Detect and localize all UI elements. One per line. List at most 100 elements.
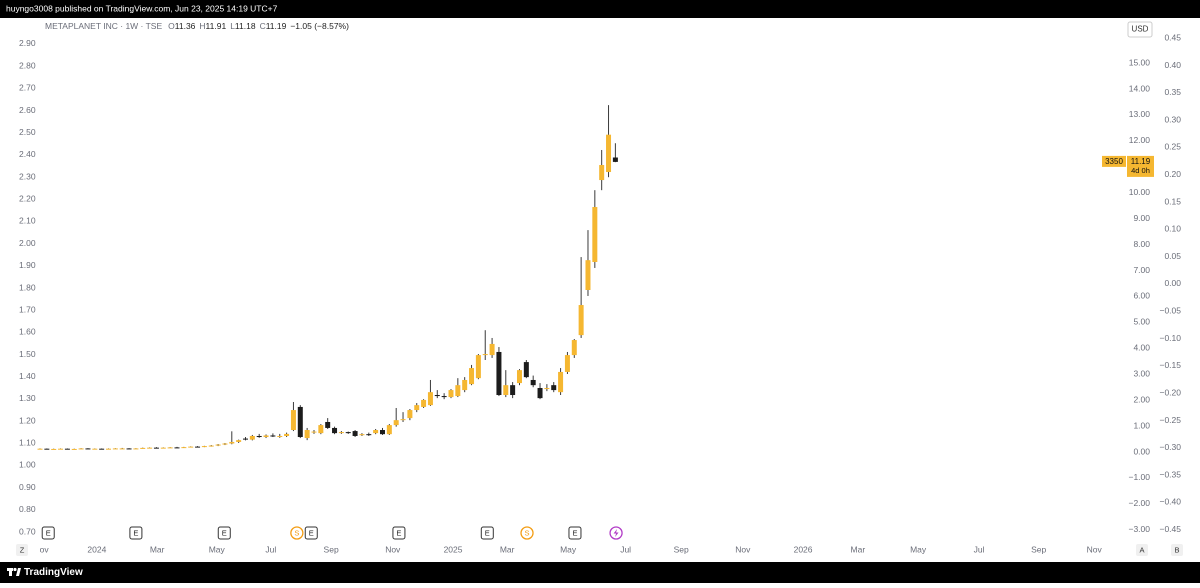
candle-body (78, 448, 84, 450)
event-marker (520, 526, 534, 540)
y3-tick-label: −0.35 (1159, 469, 1181, 479)
candle-body (105, 448, 111, 450)
event-marker (129, 526, 143, 540)
event-marker (480, 526, 494, 540)
candle-body (242, 438, 248, 440)
y2-tick-label: 1.20 (19, 415, 36, 425)
candle-body (338, 432, 344, 434)
currency[interactable]: USD (1132, 25, 1149, 34)
legend-ohlc-label: O (168, 21, 175, 31)
candle-body (441, 396, 447, 398)
candle-body (489, 343, 495, 356)
candle-body (297, 406, 303, 438)
y-tick-label: 14.00 (1129, 83, 1151, 93)
currency-box[interactable] (1127, 21, 1153, 38)
candle-body (592, 207, 598, 262)
candle-body (290, 410, 296, 431)
candle-body (482, 354, 488, 356)
y2-tick-label: 2.00 (19, 238, 36, 248)
candle-body (64, 448, 70, 450)
x-tick-label: Mar (150, 544, 165, 554)
candle-body (71, 448, 77, 450)
candle-body (256, 435, 262, 438)
candle-body (188, 446, 194, 448)
event-marker (217, 526, 231, 540)
candle-body (352, 431, 358, 436)
axis-button-label[interactable]: A (1139, 545, 1144, 554)
axis-button-label[interactable]: Z (20, 545, 25, 554)
y3-tick-label: 0.45 (1164, 32, 1181, 42)
y2-tick-label: 2.70 (19, 83, 36, 93)
candle-body (153, 447, 159, 449)
candle-body (585, 260, 591, 290)
candle-body (58, 448, 64, 450)
y3-tick-label: −0.25 (1159, 415, 1181, 425)
axis-button[interactable] (1136, 544, 1148, 556)
y3-tick-label: −0.45 (1159, 524, 1181, 534)
x-tick-label: Jul (620, 544, 631, 554)
legend-name: METAPLANET INC · 1W · TSE (45, 21, 162, 31)
y2-tick-label: 2.20 (19, 194, 36, 204)
candle-body (181, 447, 187, 449)
axis-button[interactable] (1171, 544, 1183, 556)
y3-tick-label: −0.05 (1159, 306, 1181, 316)
y-tick-label: 15.00 (1129, 57, 1151, 67)
header-text: huyngo3008 published on TradingView.com,… (6, 3, 278, 13)
candle-body (37, 448, 43, 450)
candle-body (133, 448, 139, 450)
candle-body (475, 355, 481, 379)
event-marker (568, 526, 582, 540)
y3-tick-label: 0.30 (1164, 114, 1181, 124)
candle-body (311, 431, 317, 433)
y2-tick-label: 0.80 (19, 504, 36, 514)
y2-tick-label: 2.60 (19, 105, 36, 115)
y-tick-label: 1.00 (1133, 420, 1150, 430)
y2-tick-label: 1.10 (19, 438, 36, 448)
x-tick-label: Jul (974, 544, 985, 554)
legend: METAPLANET INC · 1W · TSE O11.36 H11.91 L11… (45, 21, 349, 31)
price-tag-box (1127, 155, 1154, 177)
event-label: S (294, 528, 299, 537)
candle-body (92, 448, 98, 450)
axis-button-label[interactable]: B (1174, 545, 1179, 554)
price-tag-countdown: 4d 0h (1131, 166, 1150, 175)
event-marker (41, 526, 55, 540)
candle-body (516, 370, 522, 384)
candle-body (400, 419, 406, 421)
candle-body (160, 447, 166, 449)
candle-body (537, 388, 543, 399)
y2-tick-label: 1.40 (19, 371, 36, 381)
legend-ohlc-value: 11.19 (266, 21, 287, 31)
y3-tick-label: 0.05 (1164, 251, 1181, 261)
candle-body (612, 157, 618, 162)
candle-body (578, 305, 584, 336)
candle-body (530, 379, 536, 386)
candle-body (51, 448, 57, 450)
candle-body (386, 425, 392, 435)
y-tick-label: 12.00 (1129, 135, 1151, 145)
y-tick-label: 3.00 (1133, 369, 1150, 379)
y2-tick-label: 1.00 (19, 460, 36, 470)
footer-bar (0, 562, 1200, 583)
candle-body (201, 446, 207, 448)
legend-ohlc-value: 11.36 (175, 21, 196, 31)
price-tag-value: 11.19 (1131, 157, 1151, 166)
y2-tick-label: 2.50 (19, 127, 36, 137)
event-marker (392, 526, 406, 540)
candle-body (373, 430, 379, 434)
candle-body (503, 385, 509, 396)
candle-body (564, 355, 570, 372)
candle-body (558, 371, 564, 393)
candle-body (606, 134, 612, 173)
y3-tick-label: −0.10 (1159, 333, 1181, 343)
candle-body (462, 379, 468, 391)
candle-body (366, 434, 372, 436)
axis-button[interactable] (16, 544, 28, 556)
candle-body (208, 445, 214, 447)
y3-tick-label: −0.20 (1159, 387, 1181, 397)
x-tick-label: Nov (735, 544, 751, 554)
candle-body (174, 447, 180, 449)
x-tick-label: Nov (1087, 544, 1103, 554)
event-label: S (525, 528, 530, 537)
x-tick-label: Sep (674, 544, 689, 554)
